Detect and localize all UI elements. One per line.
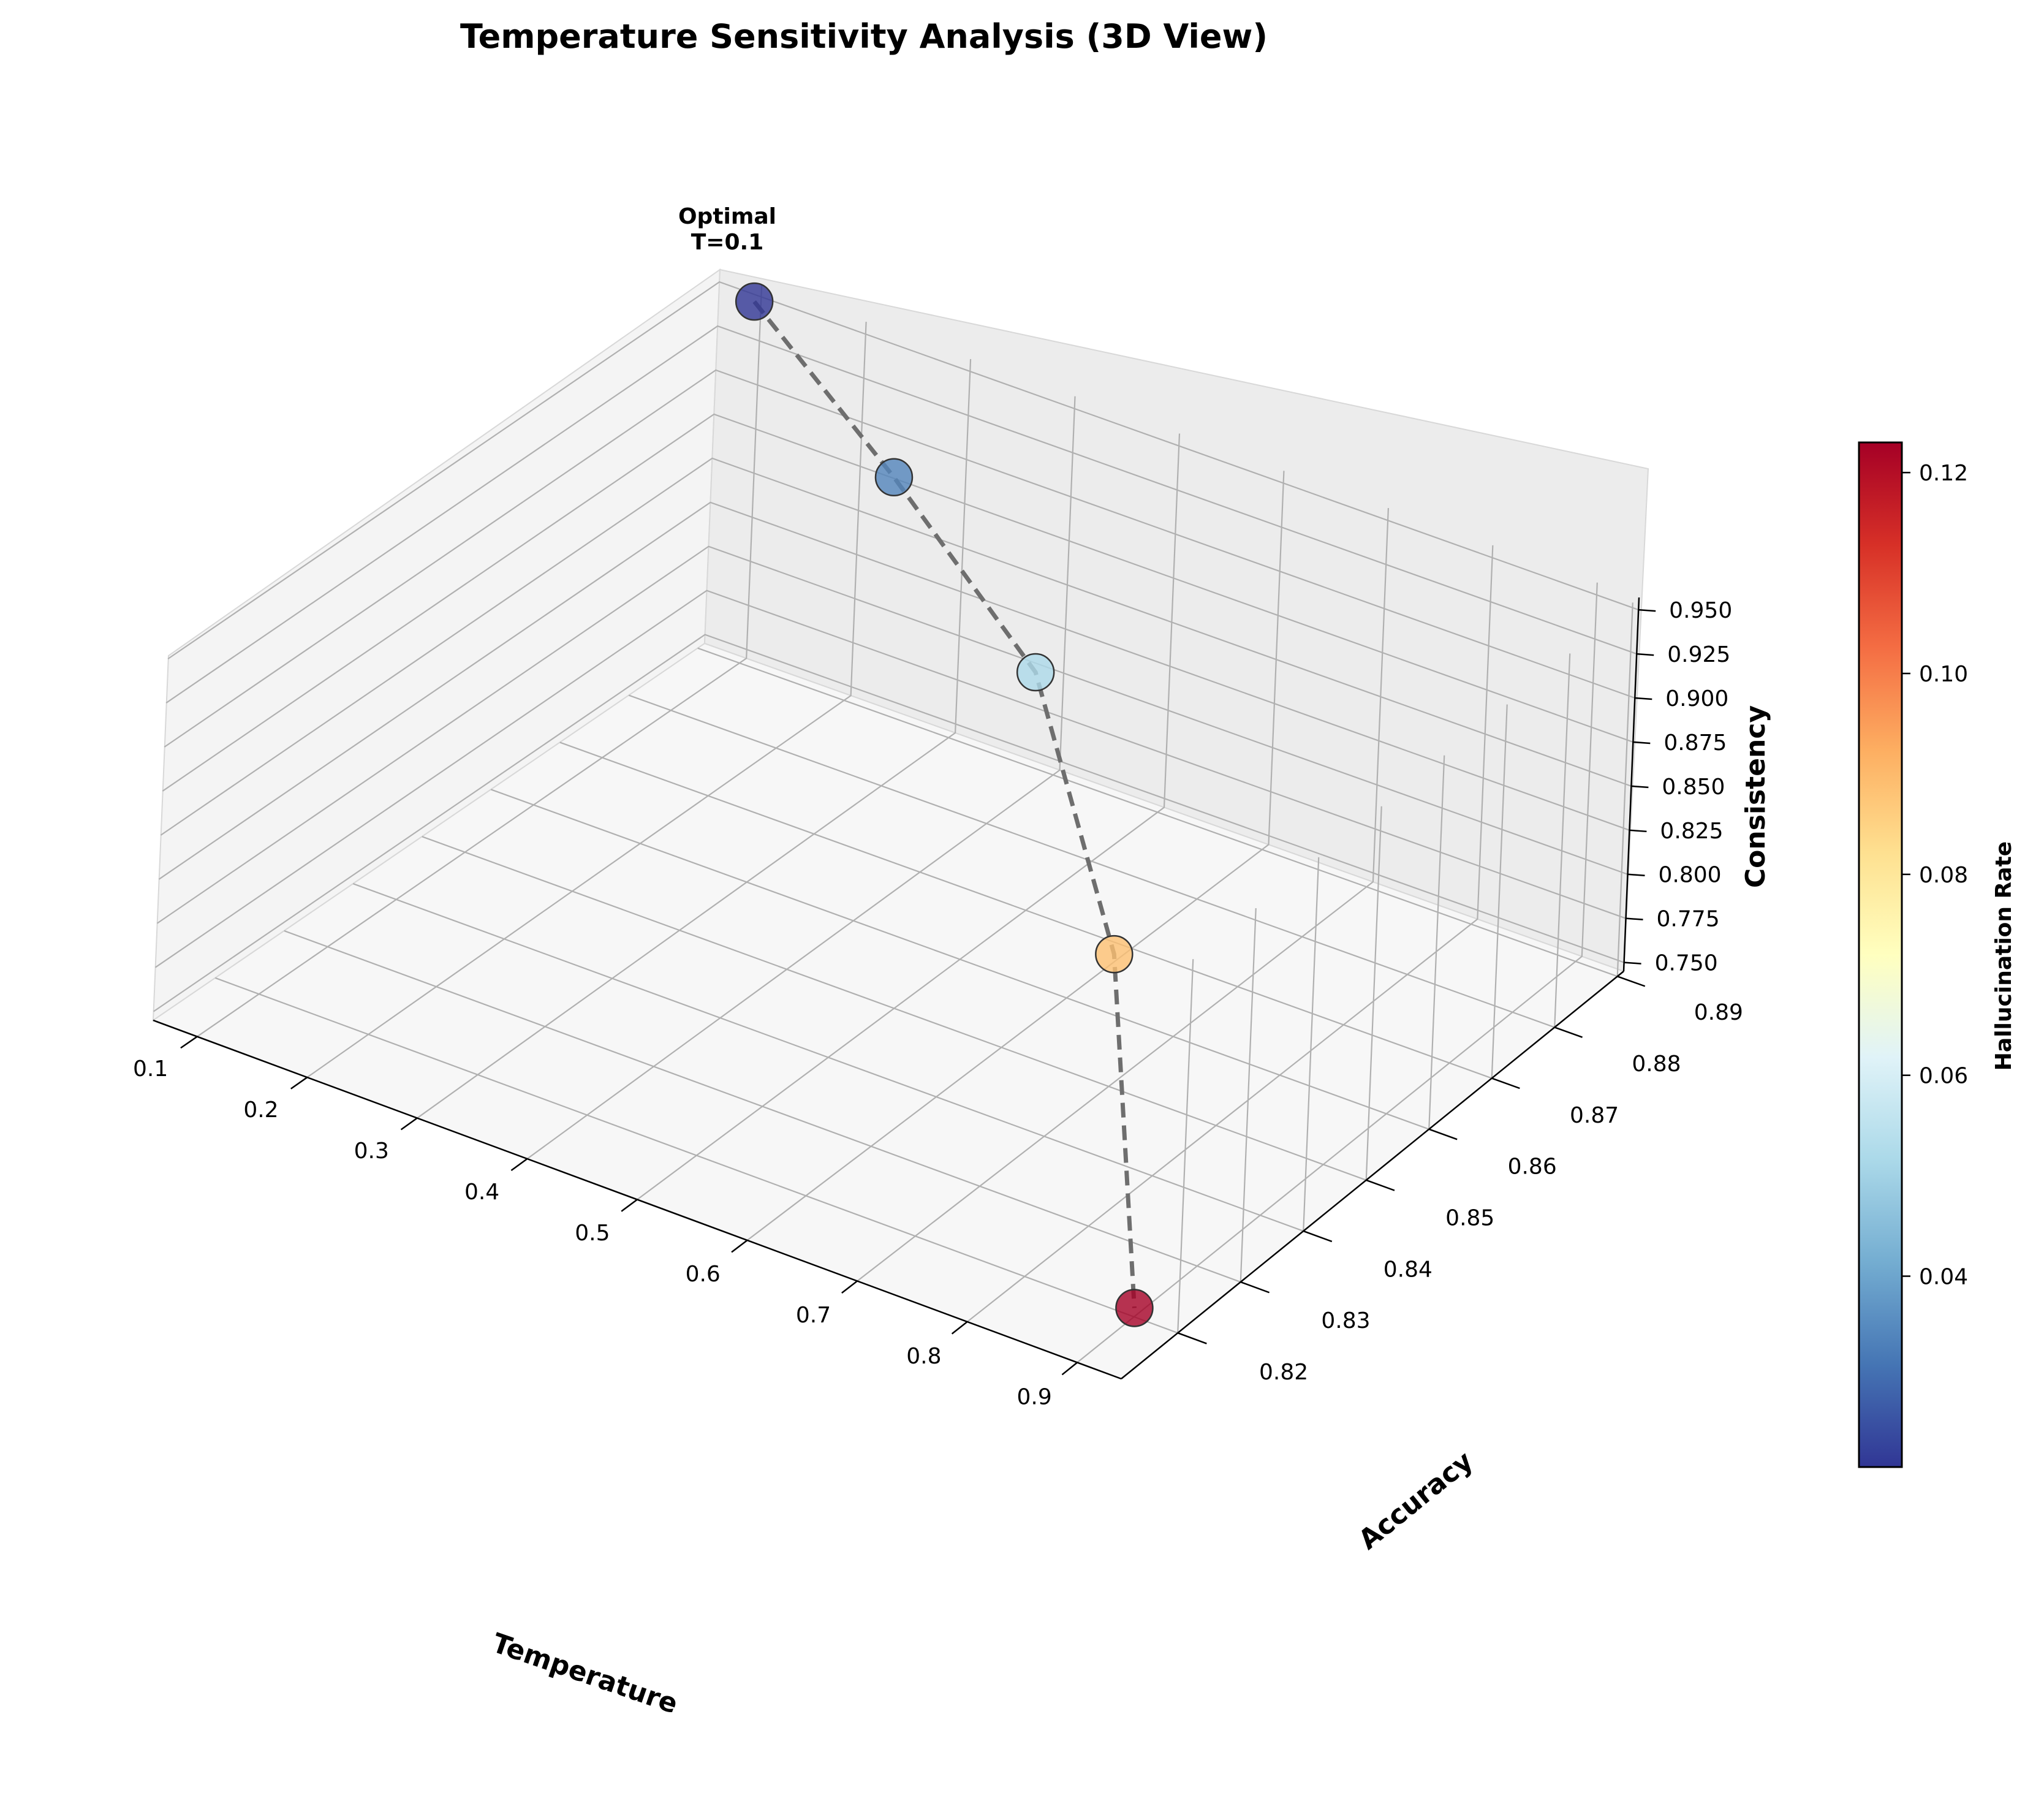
grid-line-z	[160, 457, 1632, 836]
y-tick	[1491, 1077, 1520, 1090]
y-tick	[1554, 1026, 1583, 1038]
z-tick	[1629, 829, 1647, 833]
grid-line-x	[306, 322, 867, 1078]
x-tick	[290, 1077, 308, 1090]
x-tick	[180, 1036, 198, 1049]
x-tick-label: 0.3	[354, 1139, 389, 1164]
y-tick	[1240, 1281, 1270, 1294]
colorbar-label: Hallucination Rate	[1991, 841, 2016, 1071]
grid-line-x	[746, 471, 1285, 1241]
annotation-optimal-line2: T=0.1	[691, 230, 764, 255]
x-tick	[1061, 1362, 1078, 1376]
y-axis-label: Accuracy	[1353, 1446, 1479, 1556]
x-tick	[951, 1321, 968, 1335]
z-tick	[1635, 697, 1652, 700]
data-point	[1115, 1289, 1154, 1327]
x-tick-label: 0.9	[1017, 1385, 1052, 1410]
colorbar-ticks: 0.04 0.06 0.08 0.10 0.12	[1902, 461, 1968, 1290]
grid-line-x	[526, 396, 1076, 1159]
colorbar-tick-label: 0.10	[1919, 662, 1968, 687]
y-tick-label: 0.82	[1259, 1360, 1308, 1385]
z-tick	[1624, 961, 1641, 965]
x-tick	[841, 1280, 858, 1294]
colorbar-tick-label: 0.12	[1919, 461, 1968, 486]
y-tick-label: 0.83	[1321, 1308, 1370, 1333]
x-tick	[400, 1117, 418, 1131]
y-tick	[1428, 1128, 1458, 1140]
x-tick-label: 0.8	[906, 1344, 941, 1369]
x-tick-label: 0.4	[464, 1180, 499, 1205]
z-axis-line	[1622, 597, 1640, 972]
y-tick	[1617, 976, 1646, 987]
grid-line-z	[162, 413, 1633, 792]
y-tick-label: 0.87	[1570, 1103, 1619, 1128]
x-tick-label: 0.5	[575, 1221, 610, 1246]
z-tick	[1626, 917, 1643, 920]
tick-labels: 0.1 0.2 0.3 0.4 0.5 0.6 0.7 0.8 0.9 0.82 0.83 0.84 0…	[133, 598, 1743, 1410]
y-tick	[1366, 1179, 1395, 1191]
x-tick-label: 0.7	[796, 1303, 831, 1328]
x-tick-label: 0.6	[686, 1262, 721, 1287]
grid-line-x	[417, 358, 972, 1119]
grid-line-x	[857, 508, 1390, 1282]
z-tick-label: 0.875	[1664, 730, 1727, 756]
data-points	[735, 282, 1154, 1327]
y-tick-label: 0.89	[1694, 1000, 1743, 1025]
grid-line-x	[966, 545, 1494, 1322]
x-tick-label: 0.2	[243, 1098, 278, 1123]
z-tick-label: 0.925	[1667, 642, 1730, 667]
data-point	[735, 282, 774, 321]
x-tick	[621, 1199, 638, 1212]
z-tick-label: 0.825	[1660, 819, 1723, 844]
data-point	[1016, 653, 1055, 692]
z-tick-label: 0.950	[1669, 598, 1732, 623]
y-tick-label: 0.86	[1508, 1155, 1557, 1180]
z-tick	[1633, 741, 1651, 745]
z-tick-label: 0.775	[1657, 907, 1720, 932]
z-tick-label: 0.750	[1655, 951, 1718, 976]
grid-line-x	[197, 284, 763, 1037]
grid-line-z	[154, 590, 1626, 968]
z-tick-label: 0.800	[1658, 863, 1721, 888]
colorbar-tick-label: 0.08	[1919, 863, 1968, 888]
grid-line-x	[637, 433, 1181, 1200]
x-tick-label: 0.1	[133, 1056, 168, 1082]
z-tick	[1637, 653, 1654, 656]
y-tick	[1303, 1230, 1333, 1243]
data-point	[874, 458, 914, 497]
x-axis-line	[153, 1019, 1122, 1380]
x-tick	[510, 1158, 528, 1172]
y-tick-label: 0.85	[1445, 1205, 1494, 1230]
data-point	[1095, 935, 1134, 974]
grid-line-z	[167, 281, 1639, 660]
grid-line-z	[153, 634, 1624, 1012]
z-tick-label: 0.900	[1665, 686, 1728, 711]
axis-lines	[153, 597, 1656, 1380]
z-axis-label: Consistency	[1740, 705, 1771, 888]
z-tick	[1638, 609, 1656, 612]
y-tick-label: 0.84	[1383, 1257, 1433, 1282]
z-tick-label: 0.850	[1662, 775, 1725, 800]
y-tick	[1177, 1332, 1207, 1344]
x-tick	[731, 1239, 748, 1253]
grid-line-z	[165, 325, 1637, 703]
annotation-optimal-line1: Optimal	[678, 204, 776, 229]
x-axis-label: Temperature	[488, 1628, 682, 1720]
y-axis-line	[1121, 971, 1624, 1379]
colorbar-tick-label: 0.06	[1919, 1064, 1968, 1089]
z-tick	[1627, 873, 1645, 876]
chart-title: Temperature Sensitivity Analysis (3D Vie…	[460, 17, 1268, 56]
z-tick	[1631, 785, 1649, 789]
grid-line-z	[158, 501, 1630, 880]
colorbar	[1858, 441, 1903, 1468]
colorbar-tick-label: 0.04	[1919, 1265, 1968, 1290]
grid-line-x	[1077, 582, 1598, 1363]
grid-line-z	[164, 369, 1635, 748]
grid-line-z	[156, 545, 1628, 924]
y-tick-label: 0.88	[1632, 1052, 1681, 1077]
